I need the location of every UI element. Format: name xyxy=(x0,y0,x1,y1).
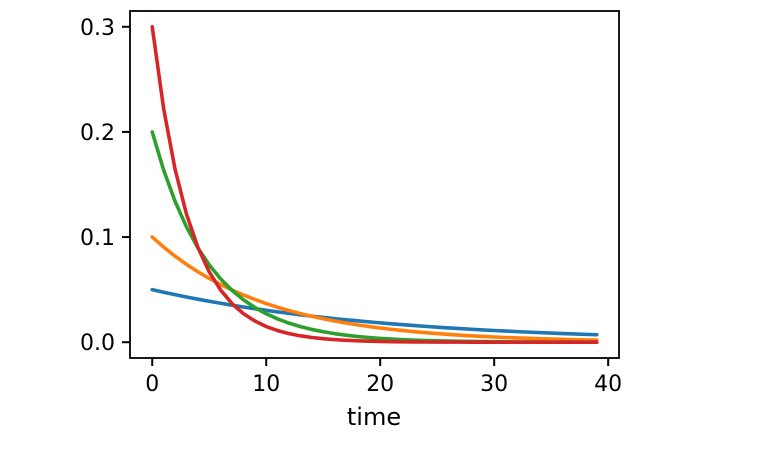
x-axis-tick-label: 10 xyxy=(252,372,280,397)
x-axis-tick-label: 30 xyxy=(480,372,508,397)
y-axis-tick-label: 0.2 xyxy=(80,121,115,146)
series-line-decay-a-0.1 xyxy=(150,235,599,342)
series-line-decay-a-0.05 xyxy=(150,287,599,337)
x-axis-tick-label: 0 xyxy=(145,372,159,397)
x-axis-tick-label: 40 xyxy=(594,372,622,397)
y-axis-tick-label: 0.3 xyxy=(80,16,115,41)
x-axis-tick-label: 20 xyxy=(366,372,394,397)
y-axis-tick-label: 0.1 xyxy=(80,226,115,251)
series-line-decay-a-0.3 xyxy=(150,24,599,345)
series-line-decay-a-0.2 xyxy=(150,130,599,344)
y-axis-tick-label: 0.0 xyxy=(80,331,115,356)
x-axis-label: time xyxy=(346,403,402,431)
plot-frame xyxy=(129,10,620,359)
